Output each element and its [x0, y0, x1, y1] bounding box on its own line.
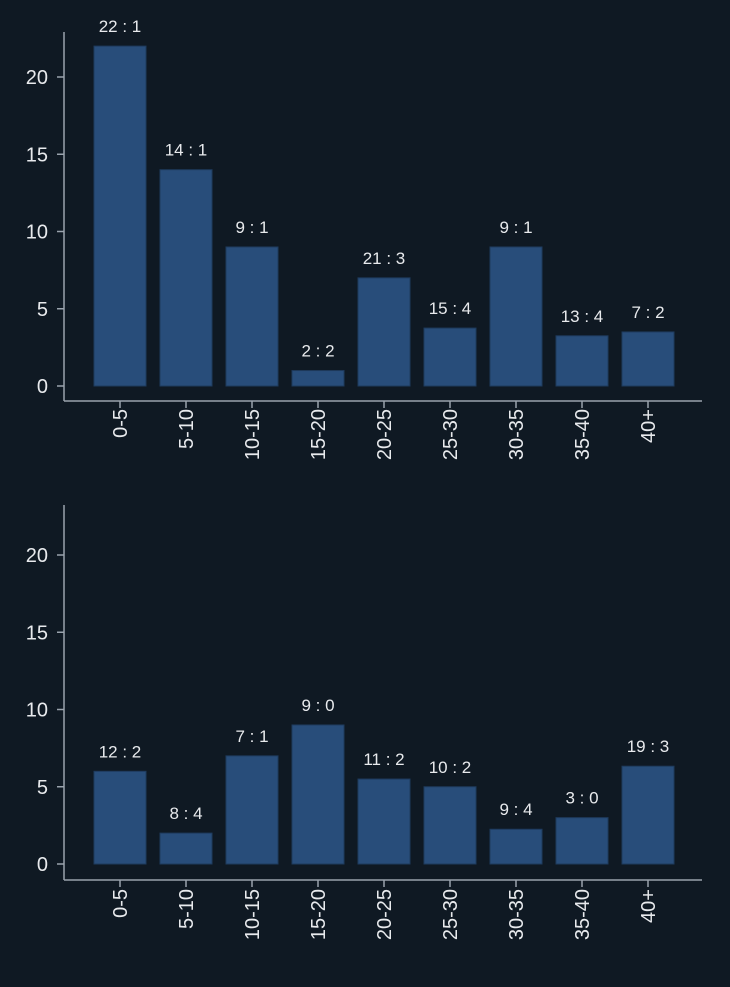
x-category-label: 20-25 — [374, 409, 396, 460]
x-category-label: 10-15 — [242, 889, 264, 940]
bar-20-25 — [357, 778, 411, 865]
y-tick-label: 20 — [26, 67, 48, 89]
y-tick-label: 10 — [26, 222, 48, 244]
x-category-label: 20-25 — [374, 889, 396, 940]
bar-35-40 — [555, 335, 609, 387]
data-label: 7 : 2 — [631, 303, 664, 322]
bar-20-25 — [357, 277, 411, 387]
x-category-label: 35-40 — [572, 889, 594, 940]
bar-30-35 — [489, 246, 543, 387]
data-label: 19 : 3 — [627, 737, 670, 756]
x-category-label: 30-35 — [506, 889, 528, 940]
y-tick-label: 10 — [26, 700, 48, 722]
data-label: 10 : 2 — [429, 758, 472, 777]
x-category-label: 0-5 — [110, 889, 132, 918]
bar-15-20 — [291, 724, 345, 865]
chart-bottom: 0 5 10 15 20 12 : 2 0-5 8 : 4 5-10 7 : 1 10-15 9 : … — [26, 505, 702, 940]
x-category-label: 15-20 — [308, 889, 330, 940]
x-category-label: 40+ — [638, 409, 660, 443]
data-label: 3 : 0 — [565, 789, 598, 808]
y-tick-label: 0 — [37, 376, 48, 398]
bar-40+ — [621, 331, 675, 387]
data-label: 7 : 1 — [235, 727, 268, 746]
y-tick-label: 20 — [26, 545, 48, 567]
y-tick-label: 15 — [26, 144, 48, 166]
bar-0-5 — [93, 45, 147, 387]
data-label: 9 : 4 — [499, 800, 532, 819]
data-label: 11 : 2 — [363, 750, 404, 769]
bar-0-5 — [93, 770, 147, 865]
x-category-label: 25-30 — [440, 409, 462, 460]
bar-25-30 — [423, 327, 477, 387]
x-category-label: 5-10 — [176, 409, 198, 449]
y-tick-label: 5 — [37, 299, 48, 321]
x-category-label: 0-5 — [110, 409, 132, 438]
data-label: 15 : 4 — [429, 299, 472, 318]
y-tick-label: 15 — [26, 622, 48, 644]
chart-top: 0 5 10 15 20 22 : 1 0-5 14 : 1 5-10 9 : 1 10-15 2 :… — [26, 17, 702, 460]
data-label: 22 : 1 — [99, 17, 142, 36]
data-label: 21 : 3 — [363, 249, 406, 268]
bar-40+ — [621, 765, 675, 865]
bar-30-35 — [489, 828, 543, 865]
bar-5-10 — [159, 169, 213, 387]
bar-5-10 — [159, 832, 213, 865]
data-label: 8 : 4 — [169, 804, 202, 823]
x-category-label: 40+ — [638, 889, 660, 923]
data-label: 9 : 0 — [301, 696, 334, 715]
x-category-label: 10-15 — [242, 409, 264, 460]
data-label: 2 : 2 — [301, 342, 334, 361]
bar-35-40 — [555, 817, 609, 865]
bar-25-30 — [423, 786, 477, 865]
y-tick-label: 5 — [37, 777, 48, 799]
x-category-label: 5-10 — [176, 889, 198, 929]
data-label: 9 : 1 — [235, 218, 268, 237]
bar-10-15 — [225, 246, 279, 387]
data-label: 13 : 4 — [561, 307, 604, 326]
x-category-label: 30-35 — [506, 409, 528, 460]
data-label: 9 : 1 — [499, 218, 532, 237]
x-category-label: 15-20 — [308, 409, 330, 460]
data-label: 14 : 1 — [165, 141, 208, 160]
data-label: 12 : 2 — [99, 742, 142, 761]
bar-15-20 — [291, 370, 345, 387]
x-category-label: 35-40 — [572, 409, 594, 460]
bar-10-15 — [225, 755, 279, 865]
x-category-label: 25-30 — [440, 889, 462, 940]
y-tick-label: 0 — [37, 854, 48, 876]
